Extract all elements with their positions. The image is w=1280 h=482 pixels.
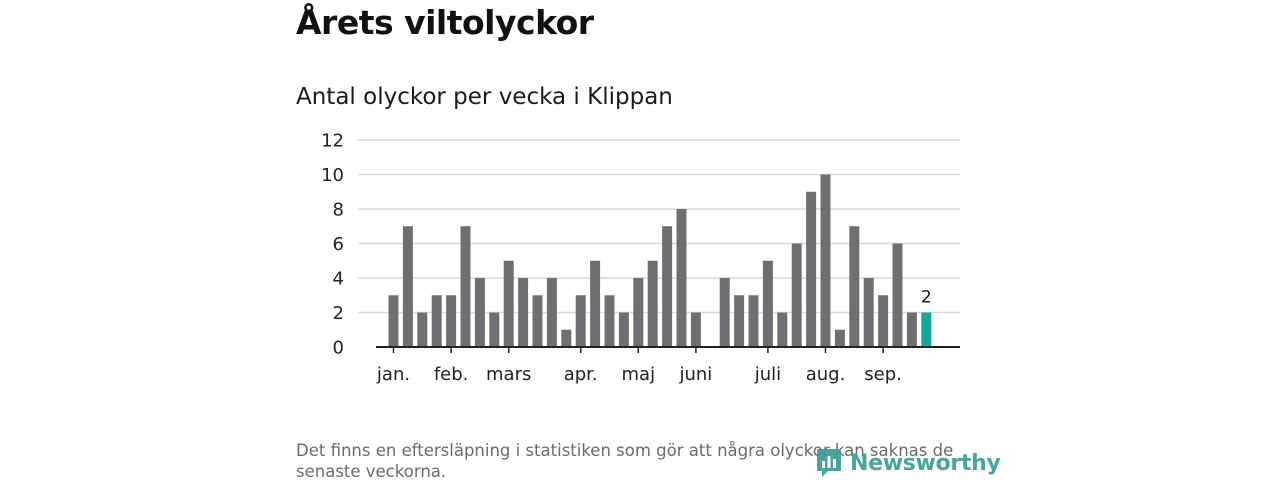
bar <box>892 243 903 347</box>
bar <box>388 295 399 347</box>
y-tick-label: 6 <box>333 234 344 255</box>
y-tick-label: 8 <box>333 200 344 221</box>
bar <box>849 226 860 347</box>
bar <box>734 295 745 347</box>
x-axis: jan. feb. mars apr. maj juni juli aug. sep. <box>376 346 960 385</box>
bar <box>820 174 831 347</box>
bar <box>748 295 759 347</box>
bar <box>460 226 471 347</box>
bar <box>489 312 500 347</box>
bar <box>633 278 644 347</box>
y-tick-label: 2 <box>333 303 344 324</box>
bar <box>561 329 572 347</box>
x-tick-label: jan. <box>376 364 410 385</box>
brand-logo: Newsworthy <box>814 446 1001 480</box>
bar <box>590 260 601 347</box>
x-tick-label: juni <box>678 364 712 385</box>
y-tick-label: 0 <box>333 338 344 359</box>
bar-highlight <box>921 312 932 347</box>
x-tick-label: apr. <box>564 364 598 385</box>
bar <box>532 295 543 347</box>
chart-title: Antal olyckor per vecka i Klippan <box>296 84 673 110</box>
bar <box>604 295 615 347</box>
x-tick-label: feb. <box>434 364 469 385</box>
y-tick-label: 12 <box>321 131 344 152</box>
bar <box>575 295 586 347</box>
bar <box>690 312 701 347</box>
x-tick-label: maj <box>622 364 656 385</box>
newsworthy-logo-icon <box>817 449 841 477</box>
bar <box>834 329 845 347</box>
grid-lines <box>358 139 960 314</box>
y-tick-label: 10 <box>321 165 344 186</box>
bar <box>806 191 817 347</box>
bar <box>503 260 514 347</box>
bar <box>618 312 629 347</box>
bar <box>863 278 874 347</box>
footnote: Det finns en eftersläpning i statistiken… <box>296 441 954 481</box>
bar <box>546 278 557 347</box>
bar <box>518 278 529 347</box>
x-tick-label: sep. <box>864 364 902 385</box>
x-tick-label: juli <box>754 364 781 385</box>
bar <box>719 278 730 347</box>
bar <box>474 278 485 347</box>
bar <box>906 312 917 347</box>
bar <box>878 295 889 347</box>
bar <box>431 295 442 347</box>
x-tick-label: aug. <box>806 364 846 385</box>
brand-name: Newsworthy <box>850 450 1001 476</box>
bar <box>417 312 428 347</box>
data-label: 2 <box>921 288 932 308</box>
data-labels: 2 <box>921 288 932 308</box>
y-axis-ticks: 0 2 4 6 8 10 12 <box>321 131 344 359</box>
bar <box>676 209 687 347</box>
bar <box>647 260 658 347</box>
bars <box>388 174 932 347</box>
x-tick-label: mars <box>486 364 531 385</box>
bar <box>662 226 673 347</box>
bar <box>777 312 788 347</box>
bar <box>791 243 802 347</box>
y-tick-label: 4 <box>333 269 344 290</box>
bar <box>762 260 773 347</box>
bar-chart: 0 2 4 6 8 10 12 jan. feb. mars apr. maj juni juli aug… <box>321 131 960 385</box>
page-title: Årets viltolyckor <box>296 3 594 42</box>
bar <box>446 295 457 347</box>
bar <box>402 226 413 347</box>
